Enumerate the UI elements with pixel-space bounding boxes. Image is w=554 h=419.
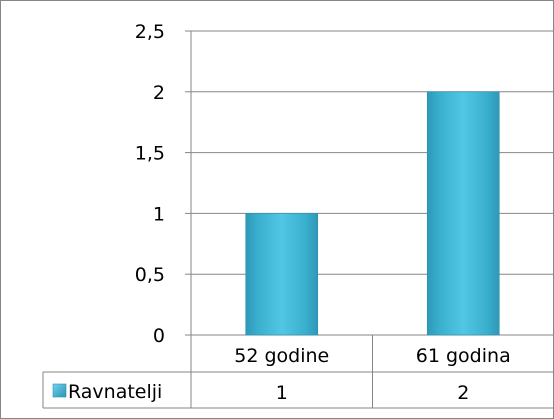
y-tick-label: 2,5 bbox=[135, 21, 165, 43]
data-value-label: 1 bbox=[276, 382, 288, 404]
category-label: 61 godina bbox=[416, 345, 511, 367]
y-tick-labels: 0 0,5 1 1,5 2 2,5 bbox=[135, 21, 165, 347]
series-name-label: Ravnatelji bbox=[68, 381, 162, 403]
data-table: 52 godine 61 godina Ravnatelji 1 2 bbox=[42, 335, 554, 409]
bar bbox=[245, 213, 319, 336]
y-tick-label: 0 bbox=[153, 325, 165, 347]
data-value-label: 2 bbox=[457, 382, 469, 404]
legend-swatch bbox=[52, 383, 67, 398]
y-tick-label: 0,5 bbox=[135, 264, 165, 286]
bars bbox=[245, 91, 500, 336]
category-label: 52 godine bbox=[234, 345, 329, 367]
y-tick-label: 1 bbox=[153, 203, 165, 225]
y-tick-label: 2 bbox=[153, 82, 165, 104]
y-tick-label: 1,5 bbox=[135, 143, 165, 165]
bar bbox=[426, 91, 500, 336]
